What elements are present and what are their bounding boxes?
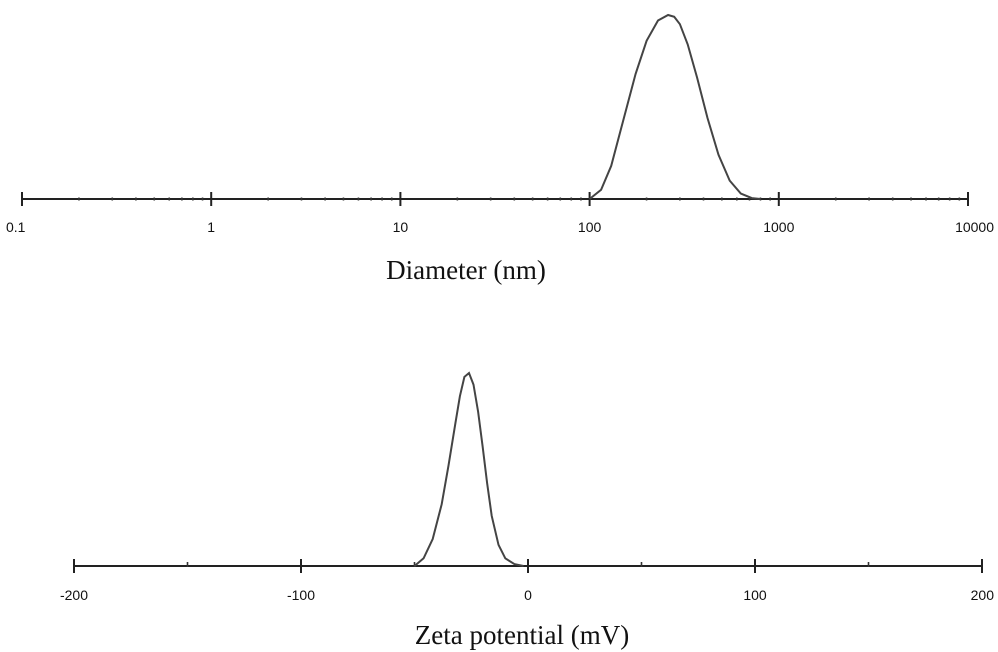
size-minor-ticks xyxy=(78,197,961,201)
zeta-tick-labels: -200 -100 0 100 200 xyxy=(60,587,994,603)
zeta-minor-ticks xyxy=(186,562,870,567)
size-tick-labels: 0.1 1 10 100 1000 10000 xyxy=(6,219,994,235)
size-tick-label: 10000 xyxy=(955,219,994,235)
zeta-distribution-curve xyxy=(413,371,524,567)
zeta-potential-chart: -200 -100 0 100 200 Zeta potential (mV) xyxy=(60,371,994,650)
size-x-axis-title: Diameter (nm) xyxy=(386,255,546,285)
zeta-tick-label: 200 xyxy=(971,587,995,603)
zeta-tick-label: 0 xyxy=(524,587,532,603)
size-tick-label: 1000 xyxy=(763,219,794,235)
zeta-major-ticks xyxy=(73,559,983,573)
size-distribution-chart: 0.1 1 10 100 1000 10000 Diameter (nm) xyxy=(6,13,994,285)
size-tick-label: 0.1 xyxy=(6,219,26,235)
zeta-tick-label: 100 xyxy=(743,587,767,603)
size-tick-label: 1 xyxy=(207,219,215,235)
size-tick-label: 10 xyxy=(393,219,409,235)
zeta-tick-label: -100 xyxy=(287,587,315,603)
zeta-x-axis-title: Zeta potential (mV) xyxy=(415,620,629,650)
zeta-tick-label: -200 xyxy=(60,587,88,603)
size-tick-label: 100 xyxy=(578,219,602,235)
size-distribution-curve xyxy=(588,13,761,200)
